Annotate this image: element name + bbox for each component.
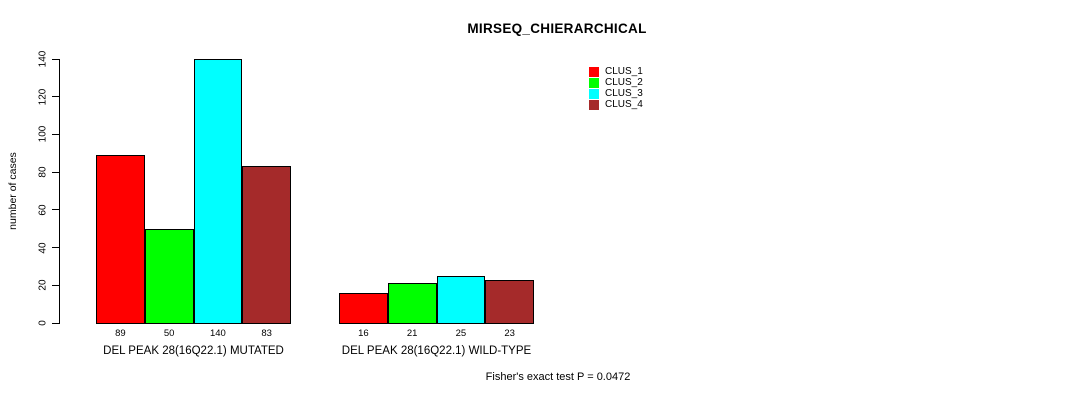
bar-value-label: 140 bbox=[209, 328, 226, 339]
bar-value-label: 16 bbox=[358, 328, 369, 339]
bar-value-label: 89 bbox=[115, 328, 126, 339]
legend-label: CLUS_1 bbox=[605, 66, 643, 77]
bar-value-label: 83 bbox=[261, 328, 272, 339]
bar-clus_2-2 bbox=[387, 283, 437, 324]
y-tick-label: 100 bbox=[37, 126, 49, 143]
bar-clus_4-2 bbox=[485, 280, 534, 324]
legend-swatch-icon bbox=[589, 99, 599, 110]
bar-clus_3-2 bbox=[436, 276, 486, 324]
bar-clus_1-2 bbox=[339, 293, 388, 324]
y-tick-mark bbox=[52, 96, 59, 98]
legend-item-clus_2: CLUS_2 bbox=[589, 77, 643, 88]
y-tick-mark bbox=[52, 284, 59, 286]
y-tick-label: 80 bbox=[37, 166, 49, 178]
bar-clus_4-1 bbox=[242, 166, 291, 324]
y-tick-label: 140 bbox=[37, 50, 49, 68]
y-tick-mark bbox=[52, 247, 59, 249]
legend-swatch-icon bbox=[589, 77, 599, 88]
bar-value-label: 25 bbox=[455, 328, 467, 339]
bar-value-label: 50 bbox=[163, 328, 175, 339]
y-tick-mark bbox=[52, 322, 59, 324]
x-axis-group-label: DEL PEAK 28(16Q22.1) WILD-TYPE bbox=[341, 345, 532, 357]
y-tick-label: 40 bbox=[37, 242, 49, 254]
y-tick-mark bbox=[52, 58, 59, 60]
y-tick-mark bbox=[52, 209, 59, 211]
legend-label: CLUS_2 bbox=[605, 77, 643, 88]
y-tick-label: 20 bbox=[37, 279, 49, 291]
y-tick-label: 120 bbox=[37, 88, 49, 106]
bar-clus_1-1 bbox=[96, 155, 145, 324]
y-tick-mark bbox=[52, 133, 59, 135]
annotation-text: Fisher's exact test P = 0.0472 bbox=[485, 371, 631, 383]
bar-value-label: 23 bbox=[504, 328, 515, 339]
bar-value-label: 21 bbox=[406, 328, 418, 339]
legend-label: CLUS_4 bbox=[605, 99, 643, 110]
bar-clus_2-1 bbox=[144, 229, 194, 324]
legend-swatch-icon bbox=[589, 88, 599, 99]
y-axis-line bbox=[59, 59, 60, 324]
bar-clus_3-1 bbox=[193, 59, 243, 324]
legend-item-clus_1: CLUS_1 bbox=[589, 66, 643, 77]
y-tick-mark bbox=[52, 171, 59, 173]
legend-item-clus_3: CLUS_3 bbox=[589, 88, 643, 99]
legend: CLUS_1 CLUS_2 CLUS_3 CLUS_4 bbox=[589, 66, 643, 110]
x-axis-group-label: DEL PEAK 28(16Q22.1) MUTATED bbox=[103, 345, 284, 357]
chart-title: MIRSEQ_CHIERARCHICAL bbox=[467, 21, 647, 36]
legend-item-clus_4: CLUS_4 bbox=[589, 99, 643, 110]
y-tick-label: 0 bbox=[37, 320, 49, 326]
legend-label: CLUS_3 bbox=[605, 88, 643, 99]
legend-swatch-icon bbox=[589, 66, 599, 77]
y-tick-label: 60 bbox=[37, 204, 49, 216]
